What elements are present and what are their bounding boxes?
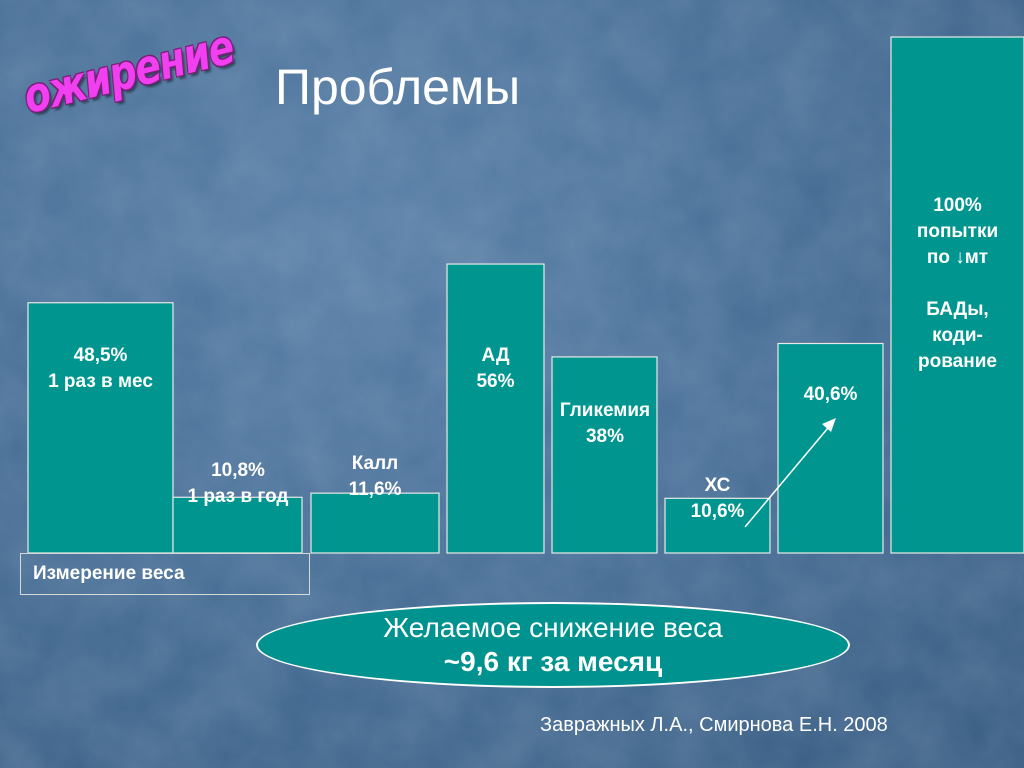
bar-label-4: АД 56% (476, 345, 515, 392)
bar-label-3: Калл 11,6% (348, 453, 402, 500)
citation: Завражных Л.А., Смирнова Е.Н. 2008 (540, 714, 888, 736)
bar-6 (664, 497, 771, 554)
trend-arrow (744, 421, 834, 528)
bar-4 (446, 263, 545, 554)
bar-2 (172, 496, 303, 554)
goal-line1: Желаемое снижение веса (383, 612, 723, 643)
bar-1 (27, 302, 174, 554)
goal-line2: ~9,6 кг за месяц (443, 646, 663, 677)
bar-label-1: 48,5% 1 раз в мес (48, 345, 153, 392)
bar-7 (777, 342, 884, 554)
bar-label-8: 100% попытки по ↓мт БАДы, коди- рование (916, 195, 999, 372)
trend-arrowhead (822, 418, 836, 432)
page-title: Проблемы (275, 59, 521, 115)
bar-label-6: ХС 10,6% (690, 475, 745, 522)
bar-label-5: Гликемия 38% (559, 400, 651, 447)
bar-5 (551, 356, 658, 554)
bar-8 (890, 36, 1024, 554)
weight-measurement-label: Измерение веса (20, 553, 310, 595)
bar-3 (310, 492, 440, 554)
weight-loss-goal: Желаемое снижение веса ~9,6 кг за месяц (256, 602, 850, 688)
bar-label-7: 40,6% (803, 384, 858, 405)
bar-label-2: 10,8% 1 раз в год (187, 460, 289, 507)
